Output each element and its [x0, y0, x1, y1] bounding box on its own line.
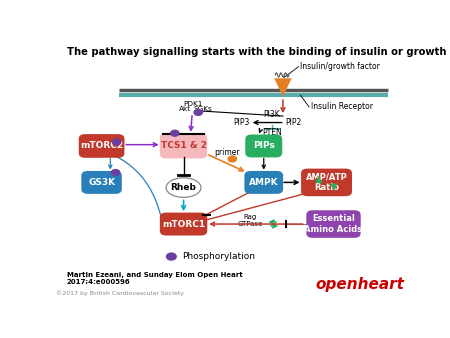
Circle shape [111, 169, 121, 176]
FancyBboxPatch shape [245, 135, 282, 158]
Polygon shape [274, 78, 292, 97]
Text: Essential
Amino Acids: Essential Amino Acids [305, 214, 363, 234]
Text: Rag
GTPase: Rag GTPase [237, 214, 262, 227]
Text: Rheb: Rheb [171, 183, 197, 192]
Text: ©2017 by British Cardiovascular Society: ©2017 by British Cardiovascular Society [56, 290, 184, 296]
Text: primer: primer [214, 148, 240, 157]
FancyBboxPatch shape [301, 169, 352, 196]
Circle shape [166, 252, 177, 261]
Text: Insulin/growth factor: Insulin/growth factor [301, 62, 380, 71]
Text: mTORC1: mTORC1 [162, 220, 205, 228]
Text: Akt: Akt [179, 106, 191, 112]
FancyBboxPatch shape [81, 171, 122, 194]
Circle shape [228, 155, 237, 163]
Text: The pathway signalling starts with the binding of insulin or growth factors to i: The pathway signalling starts with the b… [67, 47, 450, 57]
Text: GS3K: GS3K [88, 178, 115, 187]
Text: ▲: ▲ [315, 174, 322, 184]
FancyBboxPatch shape [160, 134, 207, 159]
Text: SGKs: SGKs [194, 106, 212, 112]
Text: openheart: openheart [315, 277, 404, 292]
Circle shape [170, 129, 180, 137]
Ellipse shape [166, 178, 201, 197]
Circle shape [194, 109, 203, 116]
Text: Martin Ezeani, and Sunday Elom Open Heart
2017;4:e000596: Martin Ezeani, and Sunday Elom Open Hear… [67, 272, 243, 285]
Text: PIPs: PIPs [253, 142, 274, 150]
Text: PI3K: PI3K [263, 110, 280, 119]
Text: PIP2: PIP2 [285, 118, 302, 127]
Circle shape [112, 139, 122, 146]
Text: Phosphorylation: Phosphorylation [182, 252, 255, 261]
Text: PIP3: PIP3 [233, 118, 249, 127]
Text: AMP/ATP
Ratio: AMP/ATP Ratio [306, 173, 347, 192]
Text: ▼: ▼ [330, 181, 338, 191]
Text: PTEN: PTEN [262, 128, 282, 137]
FancyBboxPatch shape [306, 210, 361, 238]
FancyBboxPatch shape [160, 213, 207, 236]
Text: AMPK: AMPK [249, 178, 279, 187]
FancyBboxPatch shape [244, 171, 283, 194]
Text: Insulin Receptor: Insulin Receptor [311, 102, 373, 112]
Text: mTORC2: mTORC2 [80, 142, 123, 150]
Text: PDK1: PDK1 [184, 100, 203, 106]
FancyBboxPatch shape [79, 134, 125, 158]
Text: TCS1 & 2: TCS1 & 2 [161, 142, 207, 150]
